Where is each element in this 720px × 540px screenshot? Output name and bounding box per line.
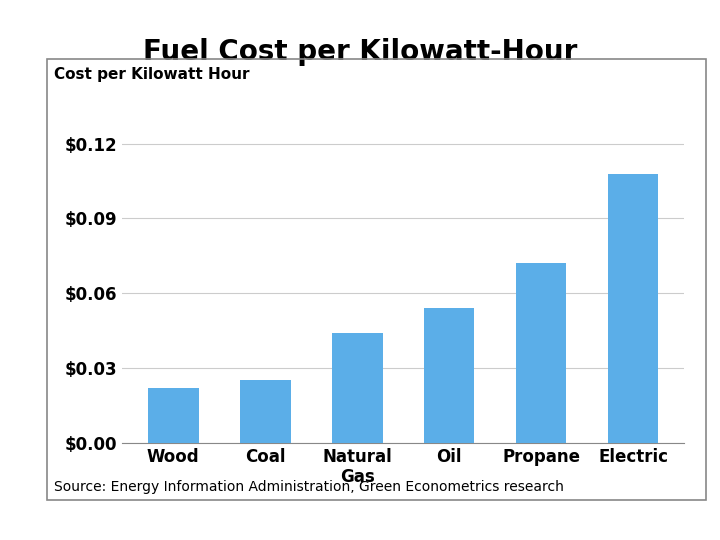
Bar bbox=[608, 174, 659, 443]
Text: Cost per Kilowatt Hour: Cost per Kilowatt Hour bbox=[54, 68, 250, 83]
Bar bbox=[516, 264, 567, 443]
Text: Fuel Cost per Kilowatt-Hour: Fuel Cost per Kilowatt-Hour bbox=[143, 38, 577, 66]
Bar bbox=[332, 333, 382, 443]
Bar bbox=[240, 381, 290, 443]
Bar bbox=[148, 388, 199, 443]
Text: Source: Energy Information Administration, Green Econometrics research: Source: Energy Information Administratio… bbox=[54, 480, 564, 494]
Bar bbox=[424, 308, 474, 443]
